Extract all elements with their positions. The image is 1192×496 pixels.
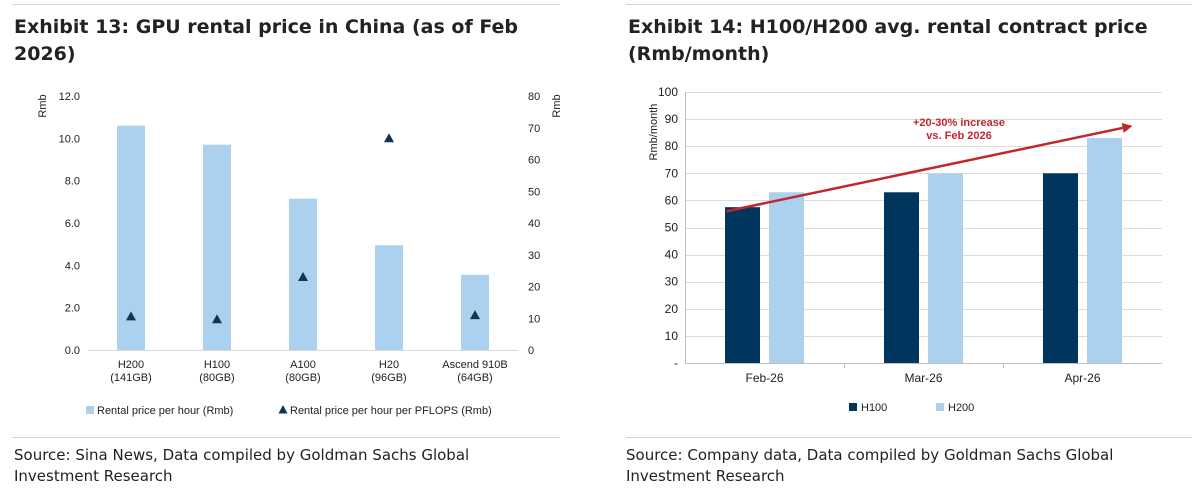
- y2-tick-label: 30: [528, 250, 540, 262]
- exhibit-14-panel: Exhibit 14: H100/H200 avg. rental contra…: [626, 0, 1192, 496]
- annotation-arrow-line: [726, 126, 1123, 213]
- y-tick-label: 8.0: [65, 176, 80, 188]
- exhibit-13-panel: Exhibit 13: GPU rental price in China (a…: [0, 0, 563, 496]
- h200-bar: [769, 192, 804, 363]
- h100-bar: [1043, 173, 1078, 363]
- y2-tick-label: 0: [528, 345, 534, 357]
- y-axis-label: Rmb: [37, 94, 49, 117]
- annotation-arrowhead: [1121, 123, 1133, 133]
- x-tick-label: A100: [290, 359, 316, 371]
- y-axis-label: Rmb/month: [648, 104, 660, 161]
- y-tick-label: 2.0: [65, 303, 80, 315]
- x-tick-label: H100: [204, 359, 230, 371]
- exhibit-13-chart: 0.0 2.0 4.0 6.0 8.0 10.0 12.0 0 10 20 30 40 50 60 70 80…: [0, 72, 563, 430]
- bar: [375, 245, 403, 350]
- top-divider: [626, 4, 1192, 5]
- exhibit-14-chart: - 10 20 30 40 50 60 70 80 90 100 Rmb/month Feb-26 Mar…: [614, 72, 1180, 430]
- x-tick-label: H20: [379, 359, 399, 371]
- x-tick-label: (96GB): [371, 372, 406, 384]
- exhibit-14-source: Source: Company data, Data compiled by G…: [626, 446, 1114, 485]
- x-tick-label: Apr-26: [1064, 371, 1100, 385]
- x-tick-label: H200: [118, 359, 144, 371]
- h100-bar: [884, 192, 919, 363]
- x-tick-label: (64GB): [457, 372, 492, 384]
- legend-label: Rental price per hour per PFLOPS (Rmb): [290, 405, 492, 417]
- y2-tick-label: 20: [528, 282, 540, 294]
- y-tick-label: 12.0: [59, 91, 80, 103]
- annotation-label: vs. Feb 2026: [926, 130, 991, 142]
- bottom-divider: [626, 437, 1192, 438]
- exhibit-14-chart-svg: - 10 20 30 40 50 60 70 80 90 100 Rmb/month Feb-26 Mar…: [648, 85, 1162, 414]
- y-tick-label: -: [674, 356, 678, 370]
- y-tick-label: 70: [665, 166, 679, 180]
- legend-swatch: [849, 403, 857, 411]
- legend-label: Rental price per hour (Rmb): [97, 405, 233, 417]
- legend-label: H100: [861, 402, 887, 414]
- triangle-marker: [470, 310, 480, 320]
- y2-tick-label: 50: [528, 186, 540, 198]
- exhibit-13-chart-svg: 0.0 2.0 4.0 6.0 8.0 10.0 12.0 0 10 20 30 40 50 60 70 80…: [37, 91, 563, 417]
- legend-swatch: [936, 403, 944, 411]
- x-tick-label: Mar-26: [904, 371, 942, 385]
- y-tick-label: 6.0: [65, 218, 80, 230]
- top-divider: [12, 4, 560, 5]
- triangle-marker: [298, 271, 308, 281]
- y-tick-label: 40: [665, 248, 679, 262]
- y-tick-label: 10: [665, 329, 679, 343]
- y-tick-label: 0.0: [65, 345, 80, 357]
- y-tick-label: 90: [665, 112, 679, 126]
- y-tick-label: 100: [658, 85, 678, 99]
- y2-axis-label: Rmb: [551, 94, 560, 117]
- y-tick-label: 30: [665, 275, 679, 289]
- annotation-label: +20-30% increase: [913, 117, 1005, 129]
- y-tick-label: 50: [665, 221, 679, 235]
- exhibit-13-source: Source: Sina News, Data compiled by Gold…: [14, 446, 470, 485]
- x-tick-label: (80GB): [285, 372, 320, 384]
- x-tick-label: (141GB): [110, 372, 152, 384]
- x-tick-label: Feb-26: [745, 371, 783, 385]
- y-tick-label: 60: [665, 193, 679, 207]
- legend-label: H200: [948, 402, 974, 414]
- triangle-marker: [126, 311, 136, 321]
- y2-tick-label: 10: [528, 313, 540, 325]
- h100-bar: [725, 207, 760, 363]
- triangle-marker: [212, 314, 222, 324]
- legend-swatch-triangle: [278, 405, 288, 414]
- y-tick-label: 80: [665, 139, 679, 153]
- y-tick-label: 4.0: [65, 260, 80, 272]
- triangle-marker: [384, 133, 394, 143]
- y2-tick-label: 80: [528, 91, 540, 103]
- y2-tick-label: 60: [528, 155, 540, 167]
- bottom-divider: [12, 437, 560, 438]
- y-tick-label: 20: [665, 302, 679, 316]
- exhibit-14-title: Exhibit 14: H100/H200 avg. rental contra…: [628, 16, 1148, 65]
- exhibit-13-title: Exhibit 13: GPU rental price in China (a…: [14, 16, 519, 65]
- y2-tick-label: 40: [528, 218, 540, 230]
- y2-tick-label: 70: [528, 123, 540, 135]
- h200-bar: [1087, 138, 1122, 363]
- x-tick-label: (80GB): [199, 372, 234, 384]
- x-tick-label: Ascend 910B: [442, 359, 507, 371]
- y-tick-label: 10.0: [59, 133, 80, 145]
- legend-swatch-bar: [86, 406, 94, 414]
- h200-bar: [928, 173, 963, 363]
